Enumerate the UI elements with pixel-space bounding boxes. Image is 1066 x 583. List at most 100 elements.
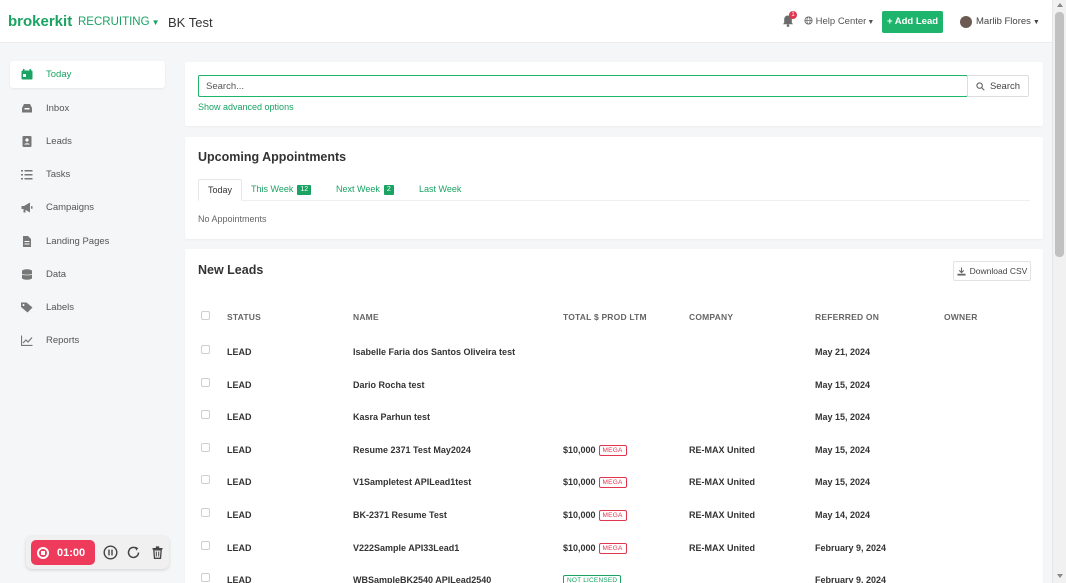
avatar[interactable] <box>960 16 972 28</box>
sidebar-item-today[interactable]: Today <box>10 61 165 88</box>
lead-name-link[interactable]: Dario Rocha test <box>353 380 425 390</box>
lead-status: LEAD <box>227 412 252 422</box>
lead-production: NOT LICENSED <box>563 575 622 583</box>
stop-icon <box>37 546 49 559</box>
search-panel: Search Show advanced options <box>185 62 1043 126</box>
row-checkbox[interactable] <box>201 345 210 354</box>
notification-badge: 1 <box>789 11 797 19</box>
caret-down-icon: ▼ <box>867 19 875 26</box>
sidebar-item-label: Landing Pages <box>46 236 110 247</box>
file-icon <box>23 236 31 247</box>
row-checkbox[interactable] <box>201 541 210 550</box>
sidebar-item-tasks[interactable]: Tasks <box>10 161 165 188</box>
lead-referred-on: May 15, 2024 <box>815 477 871 487</box>
upcoming-appointments-panel: Upcoming Appointments Today This Week 12 … <box>185 137 1043 239</box>
production-tier-badge: MEGA <box>598 477 627 488</box>
lead-name-link[interactable]: V1Sampletest APILead1test <box>353 477 472 487</box>
tab-count-badge: 12 <box>297 184 312 195</box>
sidebar-item-labels[interactable]: Labels <box>10 294 165 321</box>
lead-status: LEAD <box>227 347 252 357</box>
row-checkbox[interactable] <box>201 508 210 517</box>
production-value: $10,000 <box>563 543 596 553</box>
user-menu[interactable]: Marlib Flores ▼ <box>976 16 1040 27</box>
sidebar-item-leads[interactable]: Leads <box>10 128 165 155</box>
row-checkbox[interactable] <box>201 475 210 484</box>
sidebar-item-landing-pages[interactable]: Landing Pages <box>10 228 165 255</box>
production-tier-badge: MEGA <box>598 543 627 554</box>
lead-referred-on: February 9, 2024 <box>815 543 887 553</box>
empty-state-text: No Appointments <box>198 214 267 224</box>
row-checkbox[interactable] <box>201 573 210 582</box>
lead-status: LEAD <box>227 575 252 583</box>
lead-name-link[interactable]: BK-2371 Resume Test <box>353 510 447 520</box>
restart-icon[interactable] <box>126 545 141 560</box>
tab-last-week[interactable]: Last Week <box>410 179 470 201</box>
scroll-down-arrow-icon[interactable] <box>1057 574 1063 578</box>
sidebar-item-campaigns[interactable]: Campaigns <box>10 194 165 221</box>
lead-name-link[interactable]: V222Sample API33Lead1 <box>353 543 460 553</box>
sidebar-item-data[interactable]: Data <box>10 261 165 288</box>
tab-today[interactable]: Today <box>198 179 243 201</box>
caret-down-icon: ▼ <box>1032 19 1040 26</box>
scroll-up-arrow-icon[interactable] <box>1057 3 1063 7</box>
calendar-icon <box>21 69 33 80</box>
column-header-status[interactable]: STATUS <box>227 312 261 322</box>
page-scrollbar[interactable] <box>1052 0 1066 583</box>
lead-production: $10,000 MEGA <box>563 445 627 456</box>
new-leads-panel: New Leads Download CSV STATUS NAME TOTAL… <box>185 249 1043 583</box>
column-header-prod[interactable]: TOTAL $ PROD LTM <box>563 312 647 322</box>
stop-recording-button[interactable]: 01:00 <box>31 540 95 565</box>
tasks-icon <box>21 170 33 180</box>
lead-name-link[interactable]: WBSampleBK2540 APILead2540 <box>353 575 492 583</box>
sidebar-item-label: Reports <box>46 335 80 346</box>
row-checkbox[interactable] <box>201 410 210 419</box>
production-value: $10,000 <box>563 445 596 455</box>
search-icon <box>976 81 985 91</box>
show-advanced-options-link[interactable]: Show advanced options <box>198 102 294 112</box>
brand-logo[interactable]: brokerkit <box>8 13 73 30</box>
row-checkbox[interactable] <box>201 443 210 452</box>
production-tier-badge: MEGA <box>598 445 627 456</box>
lead-company: RE-MAX United <box>689 543 755 553</box>
sidebar-item-reports[interactable]: Reports <box>10 327 165 354</box>
appointment-tabs: Today This Week 12 Next Week 2 Last Week <box>198 179 1030 201</box>
lead-status: LEAD <box>227 477 252 487</box>
tab-label: Today <box>208 185 233 195</box>
tab-label: Next Week <box>336 184 380 194</box>
lead-name-link[interactable]: Resume 2371 Test May2024 <box>353 445 471 455</box>
panel-title: Upcoming Appointments <box>198 150 347 164</box>
recording-timer: 01:00 <box>57 546 86 559</box>
production-value: $10,000 <box>563 510 596 520</box>
sidebar-item-label: Labels <box>46 302 74 313</box>
download-csv-button[interactable]: Download CSV <box>953 261 1031 281</box>
scrollbar-thumb[interactable] <box>1055 12 1064 257</box>
database-icon <box>21 269 33 280</box>
production-value: $10,000 <box>563 477 596 487</box>
megaphone-icon <box>21 202 33 213</box>
add-lead-button[interactable]: + Add Lead <box>882 11 943 33</box>
pause-icon[interactable] <box>103 545 118 560</box>
module-switcher[interactable]: RECRUITING ▼ <box>78 16 159 28</box>
sidebar-item-inbox[interactable]: Inbox <box>10 95 165 122</box>
tab-label: Last Week <box>419 184 462 194</box>
column-header-company[interactable]: COMPANY <box>689 312 734 322</box>
search-button[interactable]: Search <box>967 75 1029 97</box>
lead-status: LEAD <box>227 543 252 553</box>
row-checkbox[interactable] <box>201 378 210 387</box>
column-header-name[interactable]: NAME <box>353 312 379 322</box>
search-input[interactable] <box>198 75 968 97</box>
column-header-referred-on[interactable]: REFERRED ON <box>815 312 880 322</box>
tab-label: This Week <box>251 184 294 194</box>
panel-title: New Leads <box>198 263 264 277</box>
select-all-checkbox[interactable] <box>201 311 210 320</box>
search-button-label: Search <box>989 80 1021 92</box>
lead-name-link[interactable]: Isabelle Faria dos Santos Oliveira test <box>353 347 516 357</box>
column-header-owner[interactable]: OWNER <box>944 312 978 322</box>
tab-this-week[interactable]: This Week 12 <box>242 179 320 201</box>
help-center-menu[interactable]: Help Center▼ <box>804 16 874 27</box>
tab-next-week[interactable]: Next Week 2 <box>327 179 403 201</box>
chart-icon <box>21 335 33 346</box>
screen-recorder-widget: 01:00 <box>26 536 169 569</box>
trash-icon[interactable] <box>150 545 165 560</box>
lead-name-link[interactable]: Kasra Parhun test <box>353 412 431 422</box>
